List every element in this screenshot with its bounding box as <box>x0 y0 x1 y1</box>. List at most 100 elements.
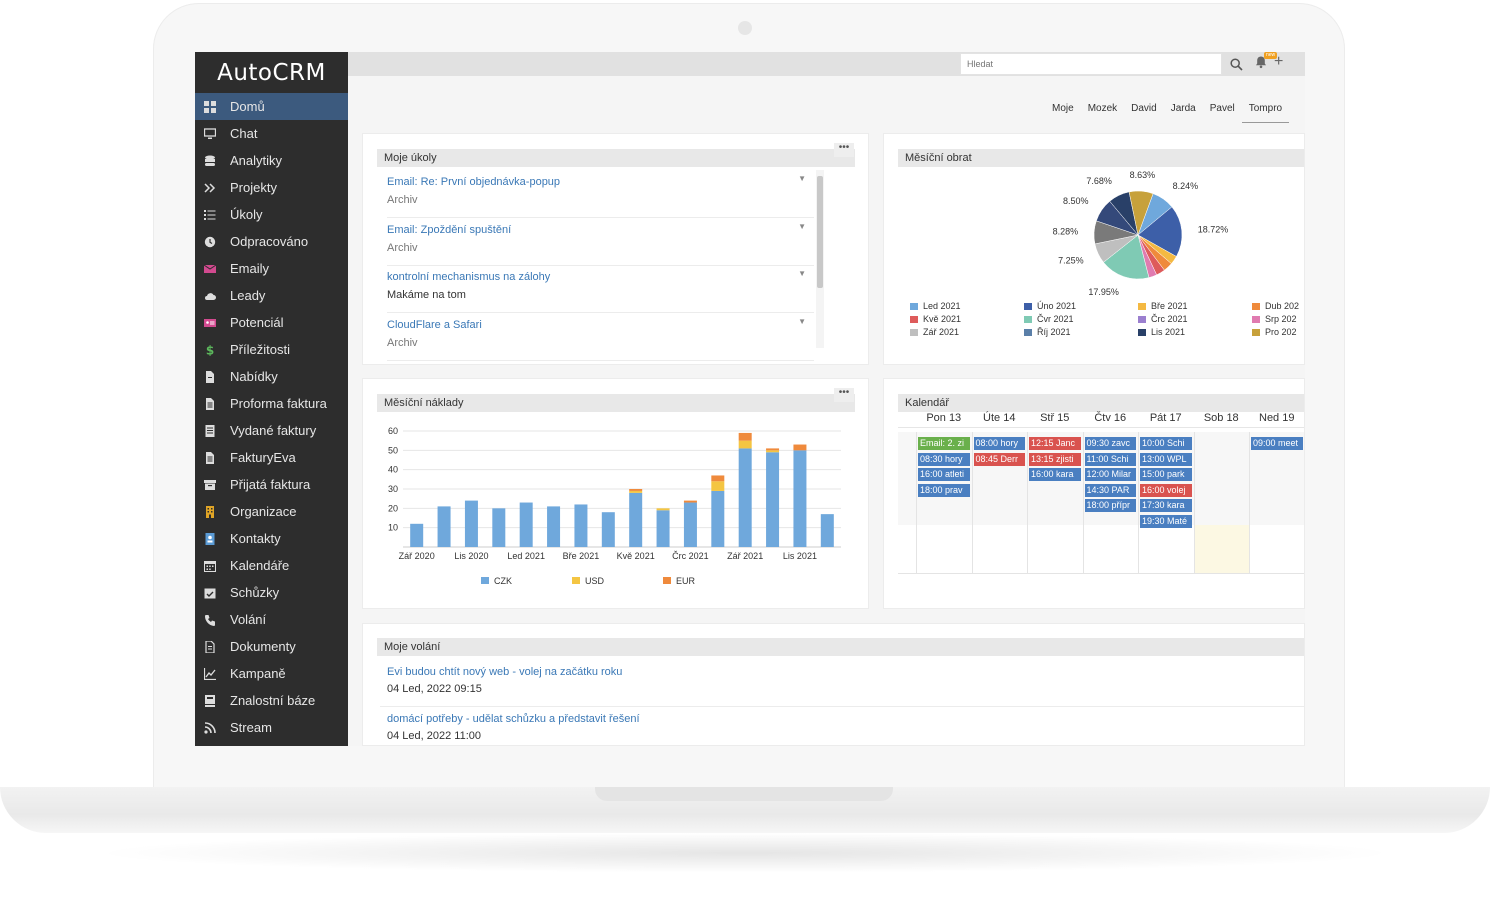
task-title[interactable]: kontrolní mechanismus na zálohy <box>387 271 551 283</box>
calendar-event[interactable]: 16:00 kara <box>1029 468 1081 481</box>
calendar-event[interactable]: 18:00 prav <box>918 483 970 497</box>
legend-item[interactable]: Srp 202 <box>1252 314 1297 324</box>
calendar-event[interactable]: 14:30 PAR <box>1084 483 1136 497</box>
legend-item[interactable]: Čvr 2021 <box>1024 314 1074 324</box>
calendar-event[interactable]: 08:30 hory <box>918 452 970 466</box>
task-item[interactable]: Email: Zpoždění spuštění Archiv ▼ <box>387 219 814 266</box>
call-title[interactable]: Evi budou chtít nový web - volej na začá… <box>387 666 623 678</box>
sidebar-item-1[interactable]: Chat <box>195 120 348 147</box>
calendar-event[interactable]: 12:15 Janc <box>1029 437 1081 450</box>
calendar-day-header[interactable]: Pát 17 <box>1149 412 1182 424</box>
bar-czk[interactable] <box>574 504 588 547</box>
calendar-event[interactable]: 15:00 park <box>1140 468 1192 481</box>
calendar-event[interactable]: 09:30 zavc <box>1084 437 1136 450</box>
calendar-event[interactable]: Email: 2. zi <box>918 437 970 450</box>
calendar-event[interactable]: 10:00 Schi <box>1140 437 1192 450</box>
sidebar-item-11[interactable]: Proforma faktura <box>195 390 348 417</box>
legend-label[interactable]: CZK <box>494 576 512 586</box>
call-item[interactable]: domácí potřeby - udělat schůzku a předst… <box>387 708 1297 745</box>
calendar-event[interactable]: 13:00 WPL <box>1140 452 1192 466</box>
sidebar-item-6[interactable]: Emaily <box>195 255 348 282</box>
bar-usd[interactable] <box>656 508 670 511</box>
sidebar-item-7[interactable]: Leady <box>195 282 348 309</box>
bar-usd[interactable] <box>629 490 643 493</box>
task-title[interactable]: CloudFlare a Safari <box>387 318 482 331</box>
legend-item[interactable]: Říj 2021 <box>1024 327 1071 337</box>
sidebar-item-8[interactable]: Potenciál <box>195 309 348 336</box>
bell-icon[interactable] <box>1254 55 1270 71</box>
task-item[interactable]: CloudFlare a Safari Archiv ▼ <box>387 314 814 361</box>
pie-slice[interactable] <box>1137 206 1183 257</box>
calendar-event[interactable]: 09:00 meet <box>1251 437 1303 450</box>
bar-czk[interactable] <box>464 500 478 547</box>
sidebar-item-22[interactable]: Znalostní báze <box>195 687 348 714</box>
legend-item[interactable]: Led 2021 <box>910 301 961 311</box>
legend-item[interactable]: Kvě 2021 <box>910 314 961 324</box>
user-tab[interactable]: Jarda <box>1170 103 1196 114</box>
chevron-down-icon[interactable]: ▼ <box>798 221 806 231</box>
sidebar-item-3[interactable]: Projekty <box>195 174 348 201</box>
bar-czk[interactable] <box>766 452 780 547</box>
bar-czk[interactable] <box>629 492 643 547</box>
legend-item[interactable]: Črc 2021 <box>1138 314 1188 324</box>
legend-label[interactable]: USD <box>585 576 605 586</box>
legend-label[interactable]: EUR <box>676 576 696 586</box>
pie-slice[interactable] <box>1128 190 1154 236</box>
calendar-event[interactable]: 19:30 Maté <box>1140 514 1192 528</box>
legend-item[interactable]: Zář 2021 <box>910 327 959 337</box>
user-tab[interactable]: David <box>1131 103 1157 114</box>
calendar-event[interactable]: 13:15 zjisti <box>1029 452 1081 466</box>
bar-czk[interactable] <box>492 508 506 547</box>
task-title[interactable]: Email: Re: První objednávka-popup <box>387 176 561 188</box>
sidebar-item-0[interactable]: Domů <box>195 93 348 120</box>
bar-usd[interactable] <box>766 450 780 453</box>
calendar-event[interactable]: 08:00 hory <box>973 437 1025 450</box>
scrollbar-thumb[interactable] <box>817 176 823 288</box>
sidebar-item-15[interactable]: Organizace <box>195 498 348 525</box>
pie-slice[interactable] <box>1103 234 1150 280</box>
task-item[interactable]: Email: Re: První objednávka-popup Archiv ▼ <box>387 171 814 218</box>
bar-czk[interactable] <box>820 514 834 547</box>
calendar-event[interactable]: 08:45 Derr <box>973 452 1025 466</box>
user-tab[interactable]: Pavel <box>1209 103 1235 114</box>
bar-eur[interactable] <box>793 444 807 451</box>
app-logo[interactable]: AutoCRM <box>217 59 326 86</box>
legend-item[interactable]: Lis 2021 <box>1138 327 1185 337</box>
costs-menu-button[interactable]: ••• <box>834 388 854 402</box>
user-tab[interactable]: Mozek <box>1087 103 1118 114</box>
sidebar-item-14[interactable]: Přijatá faktura <box>195 471 348 498</box>
bar-czk[interactable] <box>601 512 615 547</box>
calendar-day-header[interactable]: Úte 14 <box>983 412 1016 424</box>
task-list-scrollbar[interactable] <box>816 170 824 348</box>
tasks-menu-button[interactable]: ••• <box>834 143 854 157</box>
sidebar-item-2[interactable]: Analytiky <box>195 147 348 174</box>
bar-czk[interactable] <box>410 523 424 547</box>
bar-eur[interactable] <box>738 432 752 441</box>
calendar-event[interactable]: 12:00 Milar <box>1084 468 1136 481</box>
bar-czk[interactable] <box>656 510 670 547</box>
calendar-event[interactable]: 16:00 atleti <box>918 468 970 481</box>
task-item[interactable]: kontrolní mechanismus na zálohy Makáme na… <box>387 266 814 313</box>
bar-czk[interactable] <box>437 506 451 547</box>
sidebar-item-17[interactable]: Kalendáře <box>195 552 348 579</box>
bar-czk[interactable] <box>519 502 533 547</box>
sidebar-item-5[interactable]: Odpracováno <box>195 228 348 255</box>
bar-usd[interactable] <box>738 440 752 449</box>
sidebar-item-20[interactable]: Dokumenty <box>195 633 348 660</box>
calendar-day-header[interactable]: Pon 13 <box>926 412 962 424</box>
sidebar-item-9[interactable]: $ Příležitosti <box>195 336 348 363</box>
calendar-day-header[interactable]: Stř 15 <box>1040 412 1070 424</box>
sidebar-item-16[interactable]: Kontakty <box>195 525 348 552</box>
calendar-day-header[interactable]: Sob 18 <box>1203 412 1239 424</box>
bar-eur[interactable] <box>711 475 725 482</box>
bar-usd[interactable] <box>711 481 725 491</box>
bar-czk[interactable] <box>738 448 752 547</box>
sidebar-item-12[interactable]: Vydané faktury <box>195 417 348 444</box>
bar-eur[interactable] <box>683 500 697 503</box>
chevron-down-icon[interactable]: ▼ <box>798 269 806 278</box>
legend-item[interactable]: Úno 2021 <box>1024 301 1076 311</box>
calendar-event[interactable]: 11:00 Schi <box>1084 452 1136 466</box>
legend-item[interactable]: Pro 202 <box>1252 327 1297 337</box>
search-input[interactable] <box>960 53 1222 75</box>
sidebar-item-13[interactable]: FakturyEva <box>195 444 348 471</box>
